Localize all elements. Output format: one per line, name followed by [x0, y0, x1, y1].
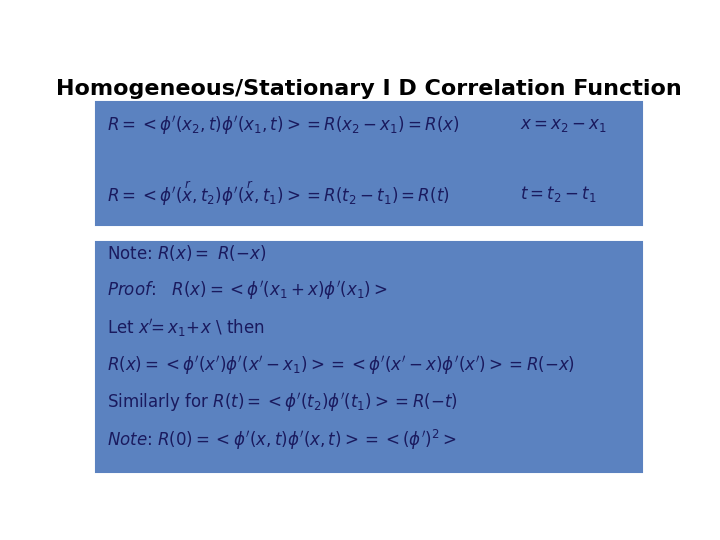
Text: $R =< \phi'(x_2,t)\phi'(x_1,t) >= R(x_2 - x_1) = R(x)$: $R =< \phi'(x_2,t)\phi'(x_1,t) >= R(x_2 …: [107, 113, 459, 137]
Text: Let $x'\!\!= x_1\!+\!x$ \ then: Let $x'\!\!= x_1\!+\!x$ \ then: [107, 316, 264, 339]
Text: Note: $R(x) = \ R(-x)$: Note: $R(x) = \ R(-x)$: [107, 243, 266, 263]
Text: $x = x_2 - x_1$: $x = x_2 - x_1$: [520, 116, 607, 134]
FancyBboxPatch shape: [96, 241, 642, 472]
Text: $\mathit{Note}$: $R(0) =< \phi'(x,t)\phi'(x,t) >=< (\phi')^2 >$: $\mathit{Note}$: $R(0) =< \phi'(x,t)\phi…: [107, 428, 456, 452]
Text: $\mathit{Proof}$:   $R(x) =< \phi'(x_1+x)\phi'(x_1) >$: $\mathit{Proof}$: $R(x) =< \phi'(x_1+x)\…: [107, 279, 387, 302]
Text: Homogeneous/Stationary I D Correlation Function: Homogeneous/Stationary I D Correlation F…: [56, 79, 682, 99]
Text: Similarly for $R(t) =< \phi'(t_2)\phi'(t_1) >= R(-t)$: Similarly for $R(t) =< \phi'(t_2)\phi'(t…: [107, 391, 457, 414]
Text: $R(x) =< \phi'(x')\phi'(x'-x_1) >=< \phi'(x'-x)\phi'(x') >= R(-x)$: $R(x) =< \phi'(x')\phi'(x'-x_1) >=< \phi…: [107, 354, 575, 376]
Text: $t = t_2 - t_1$: $t = t_2 - t_1$: [520, 184, 596, 204]
FancyBboxPatch shape: [96, 102, 642, 225]
Text: $R =< \phi'(\overset{r}{x},t_2)\phi'(\overset{r}{x},t_1) >= R(t_2 - t_1) = R(t)$: $R =< \phi'(\overset{r}{x},t_2)\phi'(\ov…: [107, 179, 449, 208]
